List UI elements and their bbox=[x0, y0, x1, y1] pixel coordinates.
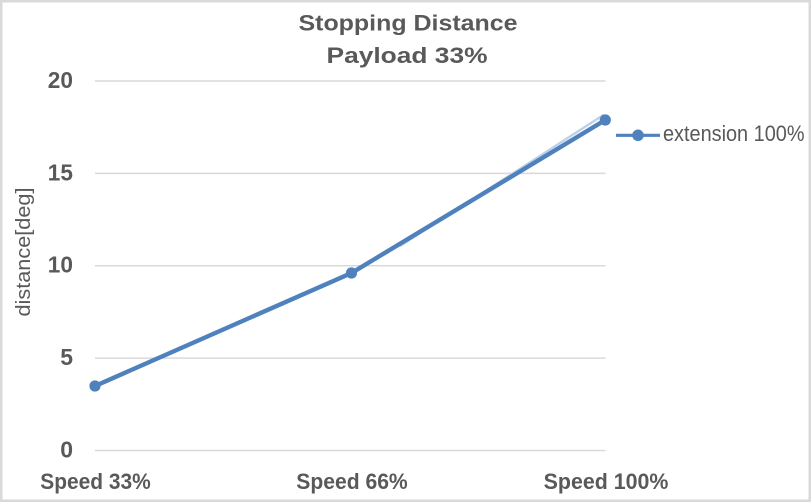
svg-text:Speed 33%: Speed 33% bbox=[40, 469, 151, 494]
svg-text:Payload 33%: Payload 33% bbox=[327, 43, 488, 68]
svg-text:5: 5 bbox=[60, 344, 73, 370]
svg-text:15: 15 bbox=[48, 159, 73, 185]
svg-text:0: 0 bbox=[60, 436, 73, 462]
svg-text:extension 100%: extension 100% bbox=[663, 121, 805, 146]
svg-text:Stopping Distance: Stopping Distance bbox=[299, 10, 518, 35]
svg-text:20: 20 bbox=[48, 67, 73, 93]
svg-text:Speed 100%: Speed 100% bbox=[544, 469, 669, 494]
svg-text:distance[deg]: distance[deg] bbox=[13, 188, 35, 317]
svg-text:Speed 66%: Speed 66% bbox=[296, 469, 407, 494]
svg-text:10: 10 bbox=[48, 252, 73, 278]
